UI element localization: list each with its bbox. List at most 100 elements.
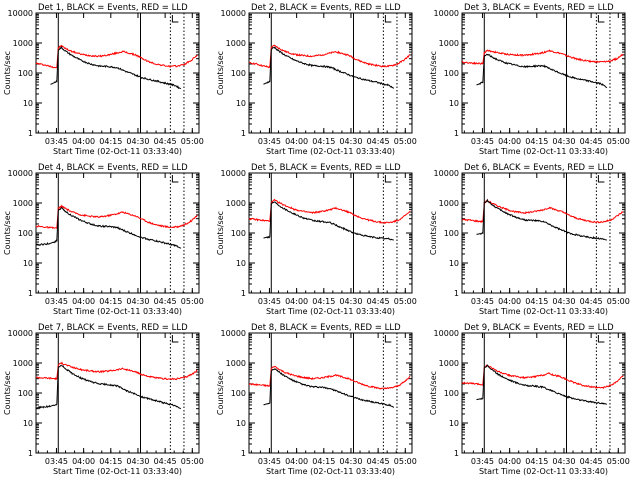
- series-line-black-events: [263, 201, 395, 241]
- y-tick-label: 1: [454, 449, 459, 458]
- series-line-black-events: [476, 364, 608, 405]
- x-tick-label: 04:30: [552, 137, 575, 146]
- chart-title: Det 5, BLACK = Events, RED = LLD: [251, 163, 401, 173]
- x-tick-label: 04:15: [525, 297, 548, 306]
- series-line-black-events: [476, 198, 608, 241]
- x-tick-label: 04:00: [498, 137, 521, 146]
- panel-det-2: Det 2, BLACK = Events, RED = LLD 1 10 100 10…: [216, 3, 417, 156]
- panel-det-1: Det 1, BLACK = Events, RED = LLD 1 10 100 10…: [3, 3, 204, 156]
- x-axis-label: Start Time (02-Oct-11 03:33:40): [53, 147, 182, 156]
- y-tick-label: 1000: [13, 359, 33, 368]
- bracket-marker: [384, 15, 392, 23]
- y-tick-label: 10000: [8, 169, 33, 178]
- chart-title: Det 2, BLACK = Events, RED = LLD: [251, 3, 401, 13]
- y-tick-label: 10000: [434, 169, 459, 178]
- y-tick-label: 1000: [439, 199, 459, 208]
- y-axis-label: Counts/sec: [429, 371, 438, 415]
- chart-title: Det 6, BLACK = Events, RED = LLD: [464, 163, 614, 173]
- y-tick-label: 1: [28, 449, 33, 458]
- x-tick-label: 04:00: [72, 457, 95, 466]
- x-tick-label: 04:45: [580, 297, 603, 306]
- x-tick-label: 04:15: [312, 137, 335, 146]
- chart-title: Det 7, BLACK = Events, RED = LLD: [38, 323, 188, 333]
- bracket-marker: [597, 175, 605, 183]
- y-tick-label: 1: [241, 449, 246, 458]
- x-tick-label: 04:00: [72, 297, 95, 306]
- y-tick-label: 100: [444, 389, 459, 398]
- x-tick-label: 03:45: [45, 457, 68, 466]
- x-tick-label: 04:00: [285, 137, 308, 146]
- x-tick-label: 04:30: [339, 297, 362, 306]
- panel-det-4: Det 4, BLACK = Events, RED = LLD 1 10 100 10…: [3, 163, 204, 316]
- y-tick-label: 1000: [13, 39, 33, 48]
- x-tick-label: 04:30: [339, 137, 362, 146]
- x-tick-label: 04:00: [498, 457, 521, 466]
- y-tick-label: 100: [231, 229, 246, 238]
- y-tick-label: 10: [23, 99, 33, 108]
- x-tick-label: 04:15: [525, 457, 548, 466]
- y-tick-label: 1: [28, 129, 33, 138]
- y-tick-label: 1000: [226, 199, 246, 208]
- y-tick-label: 10000: [434, 9, 459, 18]
- x-tick-label: 04:45: [154, 297, 177, 306]
- series-line-black-events: [35, 364, 182, 410]
- x-tick-label: 04:00: [498, 297, 521, 306]
- y-tick-label: 10: [449, 259, 459, 268]
- bracket-marker: [384, 335, 392, 343]
- panel-det-9: Det 9, BLACK = Events, RED = LLD 1 10 100 10…: [429, 323, 630, 476]
- y-axis-label: Counts/sec: [216, 51, 225, 95]
- x-tick-label: 04:45: [154, 457, 177, 466]
- x-tick-label: 05:00: [394, 137, 417, 146]
- y-tick-label: 10000: [8, 9, 33, 18]
- x-tick-label: 04:45: [367, 297, 390, 306]
- x-axis-label: Start Time (02-Oct-11 03:33:40): [266, 467, 395, 476]
- y-tick-label: 10: [236, 99, 246, 108]
- y-tick-label: 10: [449, 419, 459, 428]
- x-tick-label: 03:45: [45, 137, 68, 146]
- x-tick-label: 04:00: [285, 457, 308, 466]
- y-tick-label: 10: [23, 419, 33, 428]
- series-line-red-lld: [35, 361, 198, 381]
- chart-title: Det 1, BLACK = Events, RED = LLD: [38, 3, 188, 13]
- x-tick-label: 04:45: [580, 137, 603, 146]
- bracket-marker: [171, 175, 179, 183]
- x-tick-label: 05:00: [607, 297, 630, 306]
- y-tick-label: 1000: [226, 359, 246, 368]
- x-tick-label: 05:00: [607, 457, 630, 466]
- x-tick-label: 04:30: [552, 297, 575, 306]
- y-tick-label: 10000: [8, 329, 33, 338]
- y-tick-label: 100: [231, 69, 246, 78]
- x-tick-label: 04:45: [154, 137, 177, 146]
- bracket-marker: [597, 335, 605, 343]
- x-tick-label: 04:30: [552, 457, 575, 466]
- x-tick-label: 03:45: [258, 297, 281, 306]
- x-axis-label: Start Time (02-Oct-11 03:33:40): [53, 467, 182, 476]
- x-tick-label: 03:45: [258, 457, 281, 466]
- series-line-red-lld: [248, 365, 411, 390]
- series-line-black-events: [50, 46, 182, 90]
- x-tick-label: 04:30: [126, 457, 149, 466]
- bracket-marker: [171, 335, 179, 343]
- x-tick-label: 04:15: [99, 457, 122, 466]
- y-tick-label: 1: [28, 289, 33, 298]
- x-axis-label: Start Time (02-Oct-11 03:33:40): [266, 147, 395, 156]
- chart-title: Det 4, BLACK = Events, RED = LLD: [38, 163, 188, 173]
- x-tick-label: 04:45: [367, 137, 390, 146]
- series-line-black-events: [476, 53, 608, 89]
- x-tick-label: 04:15: [525, 137, 548, 146]
- y-tick-label: 100: [18, 69, 33, 78]
- series-line-red-lld: [461, 49, 624, 65]
- chart-title: Det 3, BLACK = Events, RED = LLD: [464, 3, 614, 13]
- y-tick-label: 10000: [221, 329, 246, 338]
- x-tick-label: 05:00: [394, 457, 417, 466]
- y-tick-label: 100: [444, 69, 459, 78]
- x-tick-label: 05:00: [607, 137, 630, 146]
- x-tick-label: 04:30: [126, 297, 149, 306]
- x-tick-label: 05:00: [394, 297, 417, 306]
- y-tick-label: 100: [18, 229, 33, 238]
- panel-det-3: Det 3, BLACK = Events, RED = LLD 1 10 100 10…: [429, 3, 630, 156]
- series-line-black-events: [35, 206, 182, 249]
- y-tick-label: 10: [236, 259, 246, 268]
- y-axis-label: Counts/sec: [3, 211, 12, 255]
- y-tick-label: 1: [241, 129, 246, 138]
